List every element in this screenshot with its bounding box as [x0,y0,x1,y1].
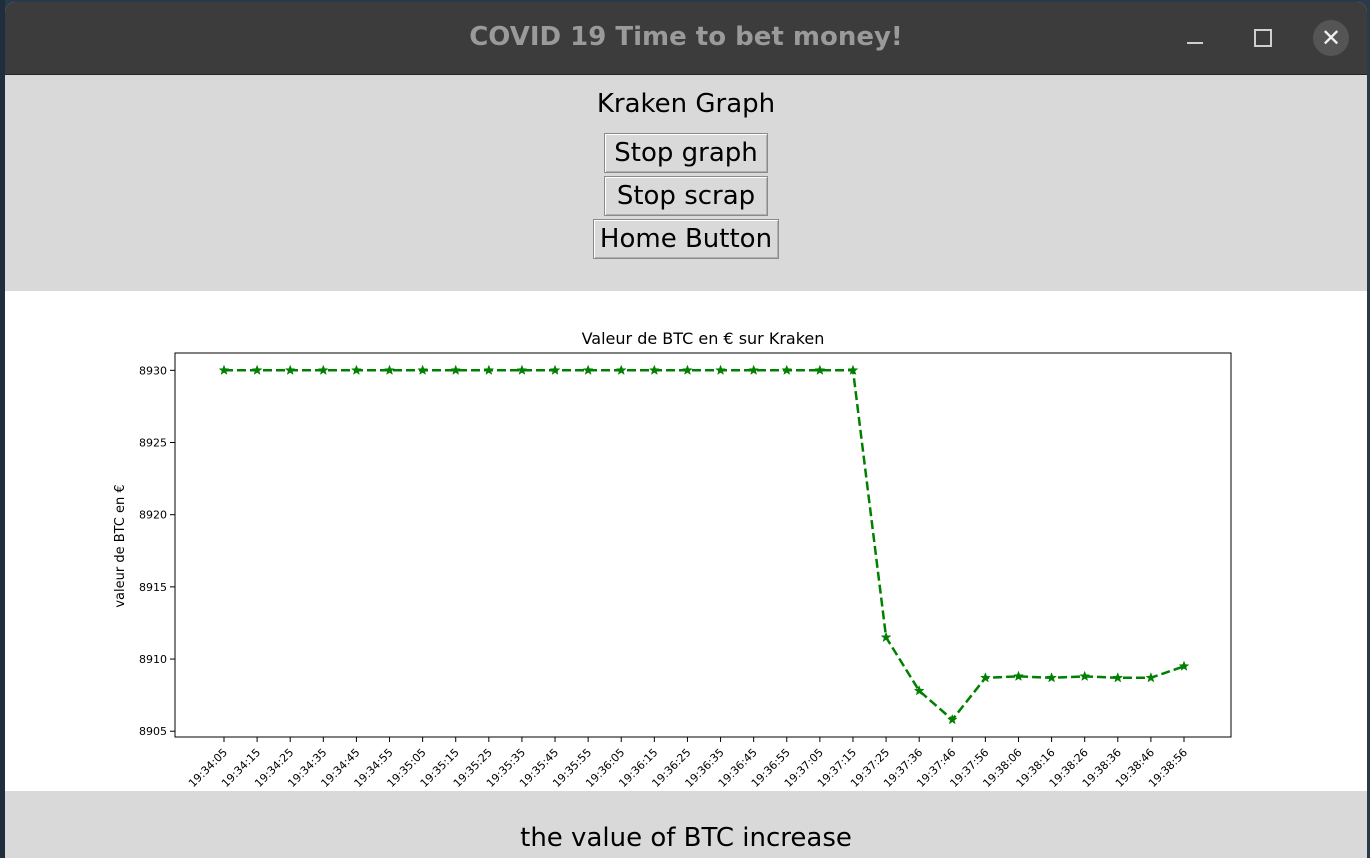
data-point [715,364,726,375]
x-axis-ticks: 19:34:0519:34:1519:34:2519:34:3519:34:45… [186,737,1190,790]
data-point [946,713,958,725]
btc-line-chart: Valeur de BTC en € sur Kraken valeur de … [113,329,1232,790]
y-tick-label: 8910 [139,653,167,666]
data-point [1112,672,1124,683]
y-axis-ticks: 8905 8910 8915 8920 8925 8930 [139,364,175,738]
data-point [1046,672,1058,683]
data-point [748,364,760,375]
data-point [1013,670,1024,681]
data-point [913,685,925,696]
page-title: Kraken Graph [596,89,776,119]
y-tick-label: 8925 [139,437,167,450]
title-bar: COVID 19 Time to bet money! ✕ [5,2,1367,75]
app-window: COVID 19 Time to bet money! ✕ Kraken Gra… [5,2,1367,858]
minimize-icon [1187,42,1203,44]
data-point [516,364,528,375]
stop-graph-button[interactable]: Stop graph [604,133,768,173]
data-point [814,364,826,375]
controls-panel: Kraken Graph Stop graph Stop scrap Home … [5,75,1367,291]
data-point [615,364,627,375]
data-point [317,364,329,375]
data-point [1178,660,1190,671]
y-tick-label: 8905 [139,725,167,738]
y-tick-label: 8930 [139,364,167,377]
minimize-button[interactable] [1177,20,1213,56]
close-icon: ✕ [1320,24,1342,52]
data-point [1079,670,1091,681]
data-point [218,364,230,375]
chart-panel: Valeur de BTC en € sur Kraken valeur de … [5,291,1367,791]
data-point [549,364,561,375]
series-btc-price [218,364,1190,725]
window-title: COVID 19 Time to bet money! [469,22,903,52]
data-point [450,364,462,375]
status-panel: the value of BTC increase [5,791,1367,858]
desktop-background [0,0,5,858]
data-point [417,364,429,375]
maximize-icon [1254,29,1272,47]
data-point [483,364,495,375]
data-point [979,672,991,683]
y-tick-label: 8915 [139,581,167,594]
data-point [350,364,362,375]
close-button[interactable]: ✕ [1313,20,1349,56]
stop-scrap-button[interactable]: Stop scrap [604,176,768,216]
maximize-button[interactable] [1245,20,1281,56]
series-line [224,369,1185,722]
data-point [781,364,793,375]
data-point [251,364,263,375]
data-point [284,364,296,375]
plot-area [174,352,1232,738]
data-point [648,364,660,375]
data-point [1145,672,1157,683]
status-message: the value of BTC increase [520,823,852,853]
y-tick-label: 8920 [139,509,167,522]
data-point [682,364,693,375]
data-point [384,364,395,375]
y-axis-label: valeur de BTC en € [113,484,128,607]
data-point [880,631,892,643]
home-button[interactable]: Home Button [593,219,779,259]
data-point [582,364,594,375]
chart-title: Valeur de BTC en € sur Kraken [582,329,825,348]
data-point [847,364,859,375]
